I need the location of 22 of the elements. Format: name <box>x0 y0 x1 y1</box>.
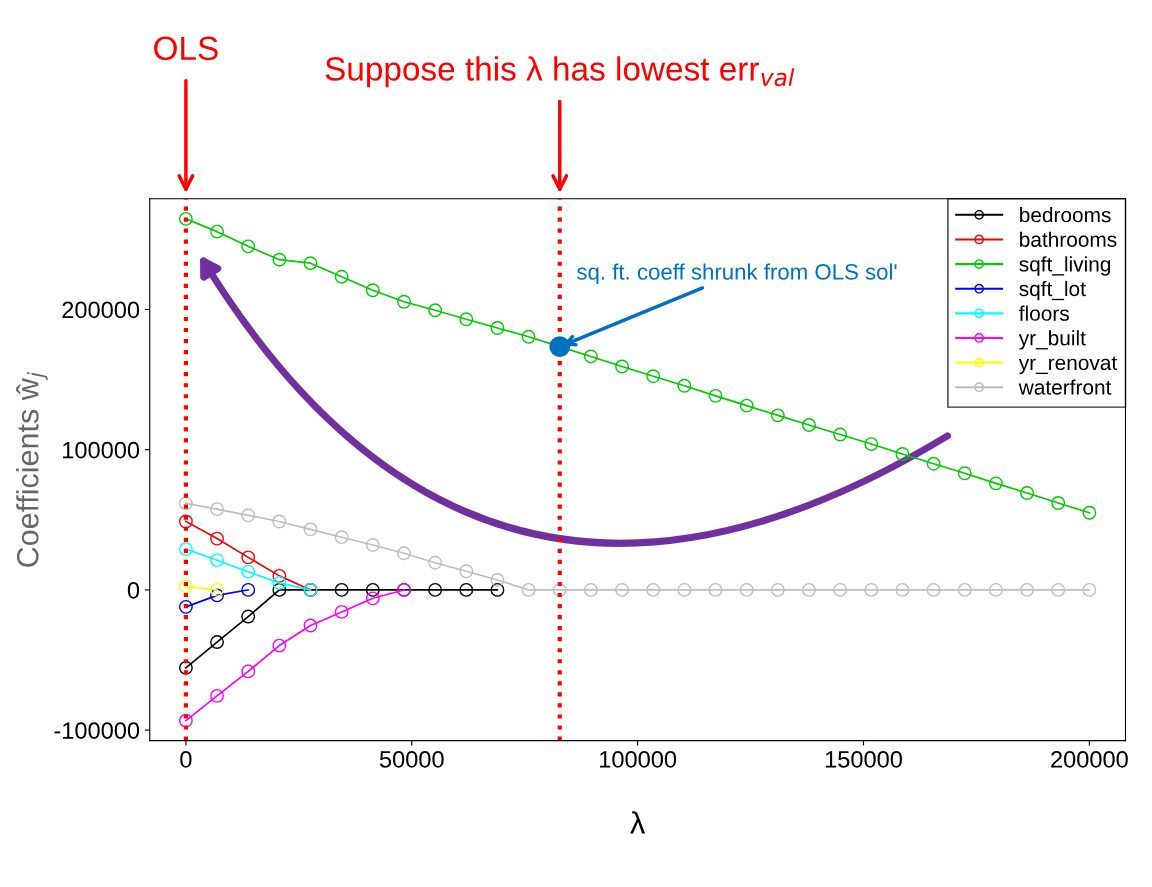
x-axis-title: λ <box>630 811 645 834</box>
x-tick-label: 150000 <box>825 750 902 768</box>
ref-line-label: Suppose this λ has lowest err$_{val}$ <box>325 56 795 88</box>
y-tick-label: 100000 <box>63 441 140 459</box>
legend-label: bathrooms <box>1020 231 1117 247</box>
legend-label: yr_renovat <box>1018 356 1118 375</box>
legend-label: sqft_lot <box>1019 280 1086 301</box>
y-tick-label: -100000 <box>54 722 140 739</box>
legend-label: sqft_living <box>1019 256 1111 276</box>
y-axis-title: Coefficients ŵ$_{j}$ <box>16 371 48 567</box>
y-tick-label: 200000 <box>62 301 140 319</box>
legend-label: yr_built <box>1018 330 1086 350</box>
x-tick-label: 50000 <box>379 750 444 768</box>
legend-label: floors <box>1019 305 1069 321</box>
x-tick-label: 100000 <box>600 750 677 768</box>
legend-label: bedrooms <box>1020 207 1111 223</box>
x-tick-label: 0 <box>180 750 192 768</box>
legend-label: waterfront <box>1018 379 1112 395</box>
y-tick-label: 0 <box>127 581 140 599</box>
x-tick-label: 200000 <box>1051 750 1128 768</box>
ref-line-label: OLS <box>154 36 218 61</box>
annotation: sq. ft. coeff shrunk from OLS sol' <box>577 263 897 285</box>
